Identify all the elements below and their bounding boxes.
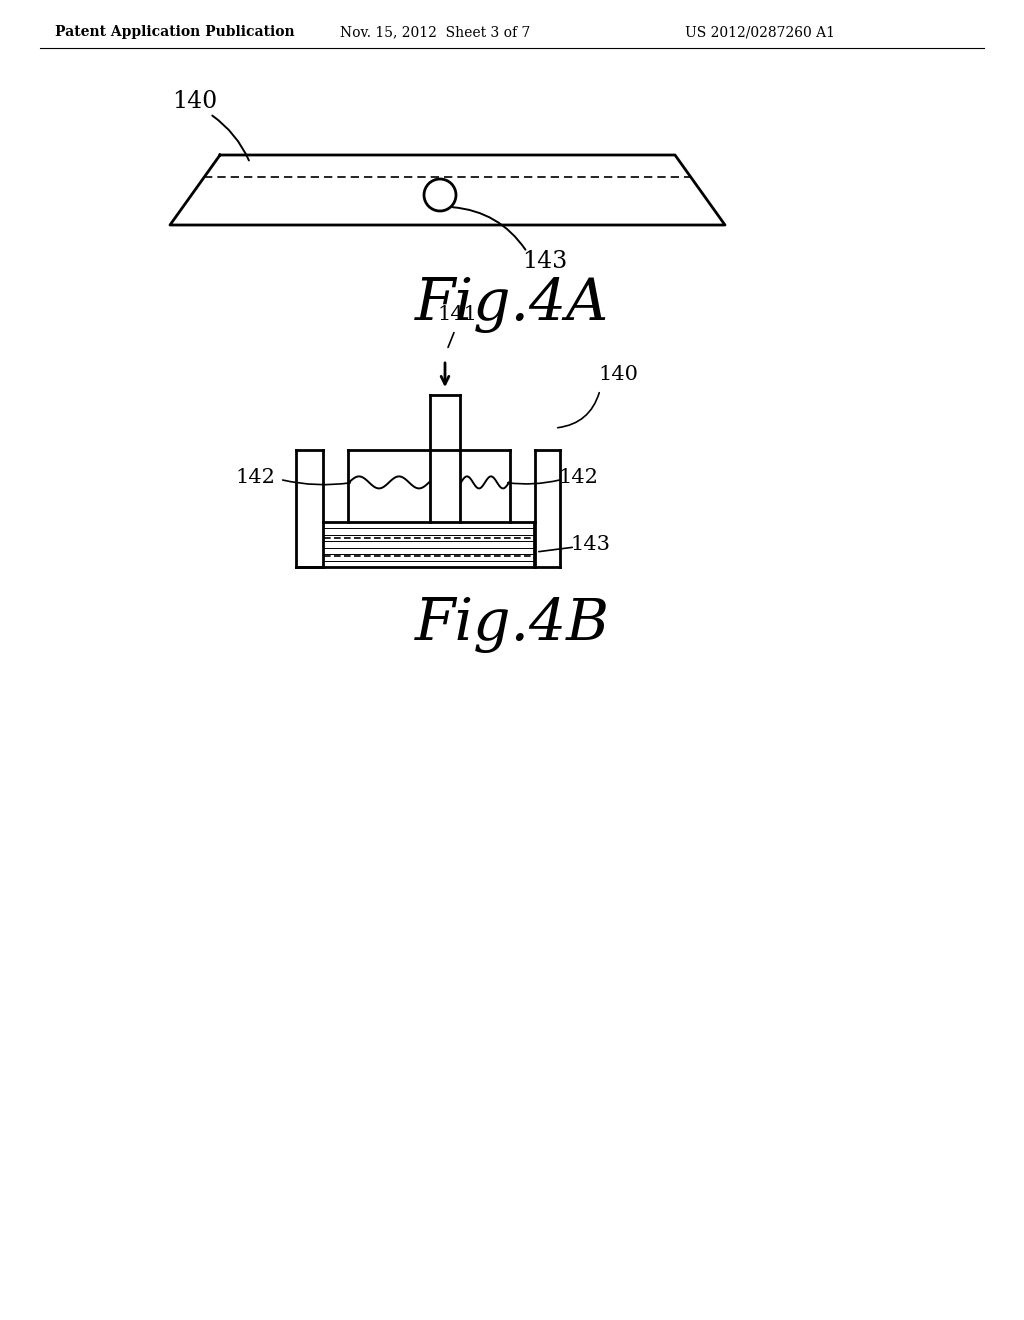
- Text: 141: 141: [437, 305, 477, 325]
- Text: Nov. 15, 2012  Sheet 3 of 7: Nov. 15, 2012 Sheet 3 of 7: [340, 25, 530, 40]
- Text: Fig.4A: Fig.4A: [415, 277, 609, 333]
- Text: 143: 143: [570, 536, 610, 554]
- Text: 143: 143: [522, 251, 567, 273]
- Text: Patent Application Publication: Patent Application Publication: [55, 25, 295, 40]
- Text: 140: 140: [598, 366, 638, 384]
- Text: US 2012/0287260 A1: US 2012/0287260 A1: [685, 25, 835, 40]
- Text: 140: 140: [172, 91, 218, 114]
- Text: 142: 142: [558, 467, 598, 487]
- Text: 142: 142: [236, 467, 274, 487]
- Text: Fig.4B: Fig.4B: [415, 597, 609, 653]
